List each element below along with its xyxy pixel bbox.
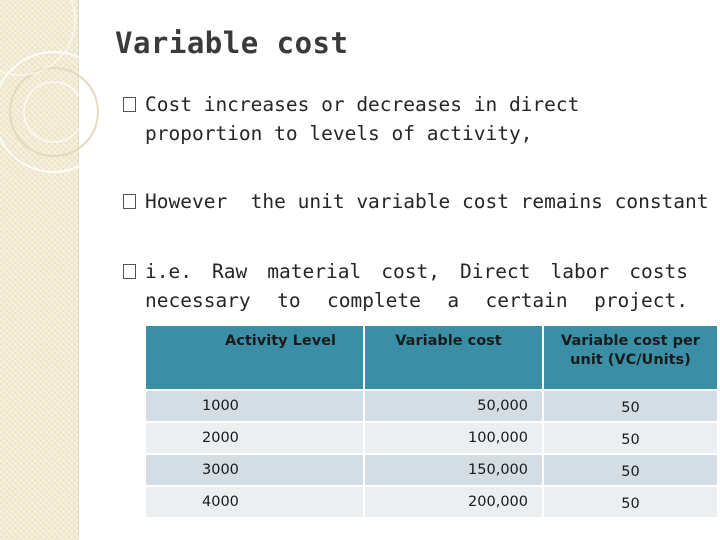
cell-activity-level: 3000 — [146, 455, 363, 485]
table-header-row: Activity Level Variable cost Variable co… — [146, 326, 717, 389]
slide-title: Variable cost — [115, 26, 349, 60]
cell-variable-cost: 100,000 — [365, 423, 542, 453]
decorative-circles-icon — [0, 0, 115, 173]
bullet-item: Cost increases or decreases in direct pr… — [123, 90, 688, 148]
column-header-variable-cost: Variable cost — [365, 326, 542, 389]
checkbox-bullet-icon — [123, 264, 136, 279]
cell-activity-level: 1000 — [146, 391, 363, 421]
cell-variable-cost: 200,000 — [365, 487, 542, 517]
table-row: 3000 150,000 50 — [146, 455, 717, 485]
cell-activity-level: 4000 — [146, 487, 363, 517]
table-row: 2000 100,000 50 — [146, 423, 717, 453]
cell-activity-level: 2000 — [146, 423, 363, 453]
cell-variable-cost: 50,000 — [365, 391, 542, 421]
table-row: 4000 200,000 50 — [146, 487, 717, 517]
cell-cost-per-unit: 50 — [544, 455, 717, 485]
column-header-variable-cost-per-unit: Variable cost per unit (VC/Units) — [544, 326, 717, 389]
bullet-text: Cost increases or decreases in direct pr… — [145, 93, 580, 145]
cell-cost-per-unit: 50 — [544, 423, 717, 453]
bullet-item: i.e. Raw material cost, Direct labor cos… — [123, 257, 688, 344]
cell-cost-per-unit: 50 — [544, 391, 717, 421]
checkbox-bullet-icon — [123, 194, 136, 209]
decorative-side-strip — [0, 0, 79, 540]
cell-variable-cost: 150,000 — [365, 455, 542, 485]
bullet-item: However the unit variable cost remains c… — [123, 187, 709, 216]
cell-cost-per-unit: 50 — [544, 487, 717, 517]
column-header-activity-level: Activity Level — [146, 326, 363, 389]
table-row: 1000 50,000 50 — [146, 391, 717, 421]
bullet-text: i.e. Raw material cost, Direct labor cos… — [145, 260, 688, 312]
checkbox-bullet-icon — [123, 97, 136, 112]
variable-cost-table: Activity Level Variable cost Variable co… — [144, 324, 719, 519]
bullet-text: However the unit variable cost remains c… — [145, 190, 709, 213]
